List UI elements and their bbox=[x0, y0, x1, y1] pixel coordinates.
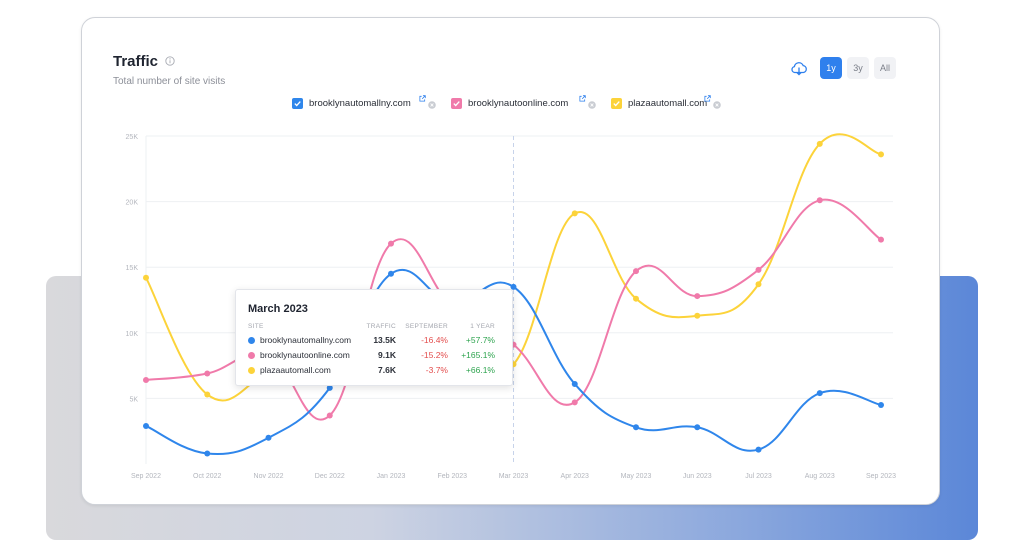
tooltip-header-site: SITE bbox=[248, 323, 264, 330]
range-all-button[interactable]: All bbox=[874, 57, 896, 79]
y-tick-label: 25K bbox=[126, 134, 139, 141]
tooltip-site: brooklynautomallny.com bbox=[260, 335, 352, 345]
data-point bbox=[326, 412, 333, 419]
data-point bbox=[878, 151, 884, 158]
data-point bbox=[816, 140, 823, 147]
data-point bbox=[878, 401, 884, 408]
legend-label: brooklynautoonline.com bbox=[468, 98, 569, 109]
tooltip-traffic: 9.1K bbox=[378, 350, 396, 360]
data-point bbox=[694, 424, 701, 431]
data-point bbox=[204, 370, 211, 377]
x-tick-label: Aug 2023 bbox=[805, 473, 835, 480]
data-point bbox=[204, 450, 211, 457]
y-tick-label: 10K bbox=[126, 331, 139, 338]
y-tick-label: 20K bbox=[126, 200, 139, 207]
info-icon[interactable] bbox=[165, 56, 175, 66]
data-point bbox=[878, 236, 884, 243]
data-point bbox=[816, 197, 823, 204]
tooltip-year-change: +165.1% bbox=[461, 350, 495, 360]
tooltip-traffic: 7.6K bbox=[378, 365, 396, 375]
data-point bbox=[388, 240, 394, 247]
data-point bbox=[143, 377, 149, 384]
chart-title: Traffic bbox=[113, 53, 159, 70]
series-dot bbox=[248, 352, 255, 359]
tooltip-site: plazaautomall.com bbox=[260, 365, 331, 375]
traffic-line-chart: 5K 10K 15K 20K 25K Sep 2022 Oct 2022 Nov 2022 De… bbox=[126, 133, 896, 480]
tooltip-september-change: -16.4% bbox=[421, 335, 448, 345]
x-tick-label: Oct 2022 bbox=[193, 473, 222, 480]
checkbox-icon[interactable] bbox=[292, 98, 303, 109]
x-tick-label: Apr 2023 bbox=[561, 473, 590, 480]
tooltip-header-september: SEPTEMBER bbox=[405, 323, 448, 330]
external-link-icon[interactable] bbox=[704, 95, 711, 102]
tooltip-traffic: 13.5K bbox=[373, 335, 396, 345]
tooltip-header-traffic: TRAFFIC bbox=[366, 323, 396, 330]
tooltip-september-change: -3.7% bbox=[425, 365, 448, 375]
x-tick-label: Feb 2023 bbox=[437, 473, 467, 480]
external-link-icon[interactable] bbox=[579, 95, 586, 102]
x-tick-label: Jan 2023 bbox=[377, 473, 406, 480]
tooltip-september-change: -15.2% bbox=[421, 350, 448, 360]
remove-icon[interactable] bbox=[588, 101, 596, 109]
data-point bbox=[571, 210, 578, 217]
data-point bbox=[755, 446, 762, 453]
data-point bbox=[694, 293, 701, 300]
x-tick-label: Mar 2023 bbox=[499, 473, 529, 480]
data-point bbox=[694, 312, 701, 319]
data-point bbox=[755, 266, 762, 273]
external-link-icon[interactable] bbox=[419, 95, 426, 102]
download-icon[interactable] bbox=[788, 57, 810, 79]
series-dot bbox=[248, 367, 255, 374]
legend-label: brooklynautomallny.com bbox=[309, 98, 411, 109]
range-3y-button[interactable]: 3y bbox=[847, 57, 869, 79]
checkbox-icon[interactable] bbox=[611, 98, 622, 109]
data-point bbox=[265, 434, 272, 441]
x-tick-label: Sep 2023 bbox=[866, 473, 896, 480]
data-point bbox=[143, 274, 149, 281]
data-point bbox=[510, 283, 517, 290]
series-dot bbox=[248, 337, 255, 344]
data-point bbox=[633, 424, 639, 431]
data-point bbox=[143, 422, 149, 429]
x-tick-label: Nov 2022 bbox=[254, 473, 284, 480]
tooltip-row: plazaautomall.com 7.6K -3.7% +66.1% bbox=[236, 364, 512, 378]
x-tick-label: Dec 2022 bbox=[315, 473, 345, 480]
y-tick-label: 15K bbox=[126, 265, 139, 272]
data-point bbox=[816, 390, 823, 397]
traffic-card: Traffic Total number of site visits 1y 3… bbox=[81, 17, 940, 505]
x-tick-label: Jul 2023 bbox=[745, 473, 772, 480]
tooltip-row: brooklynautomallny.com 13.5K -16.4% +57.… bbox=[236, 334, 512, 348]
x-tick-label: Sep 2022 bbox=[131, 473, 161, 480]
tooltip-row: brooklynautoonline.com 9.1K -15.2% +165.… bbox=[236, 349, 512, 363]
data-point bbox=[388, 270, 394, 277]
x-tick-label: Jun 2023 bbox=[683, 473, 712, 480]
data-point bbox=[633, 295, 639, 302]
tooltip-title: March 2023 bbox=[248, 303, 308, 315]
tooltip-year-change: +57.7% bbox=[465, 335, 495, 345]
tooltip-site: brooklynautoonline.com bbox=[260, 350, 350, 360]
legend-label: plazaautomall.com bbox=[628, 98, 708, 109]
data-point bbox=[633, 268, 639, 275]
data-point bbox=[326, 384, 333, 391]
range-1y-button[interactable]: 1y bbox=[820, 57, 842, 79]
remove-icon[interactable] bbox=[713, 101, 721, 109]
hover-tooltip: March 2023 SITE TRAFFIC SEPTEMBER 1 YEAR… bbox=[235, 289, 513, 386]
checkbox-icon[interactable] bbox=[451, 98, 462, 109]
tooltip-header-year: 1 YEAR bbox=[470, 323, 495, 330]
y-tick-label: 5K bbox=[129, 396, 138, 403]
data-point bbox=[755, 281, 762, 288]
chart-subtitle: Total number of site visits bbox=[113, 76, 226, 87]
remove-icon[interactable] bbox=[428, 101, 436, 109]
tooltip-year-change: +66.1% bbox=[465, 365, 495, 375]
data-point bbox=[571, 380, 578, 387]
data-point bbox=[571, 399, 578, 406]
x-tick-label: May 2023 bbox=[621, 473, 652, 480]
data-point bbox=[204, 391, 211, 398]
